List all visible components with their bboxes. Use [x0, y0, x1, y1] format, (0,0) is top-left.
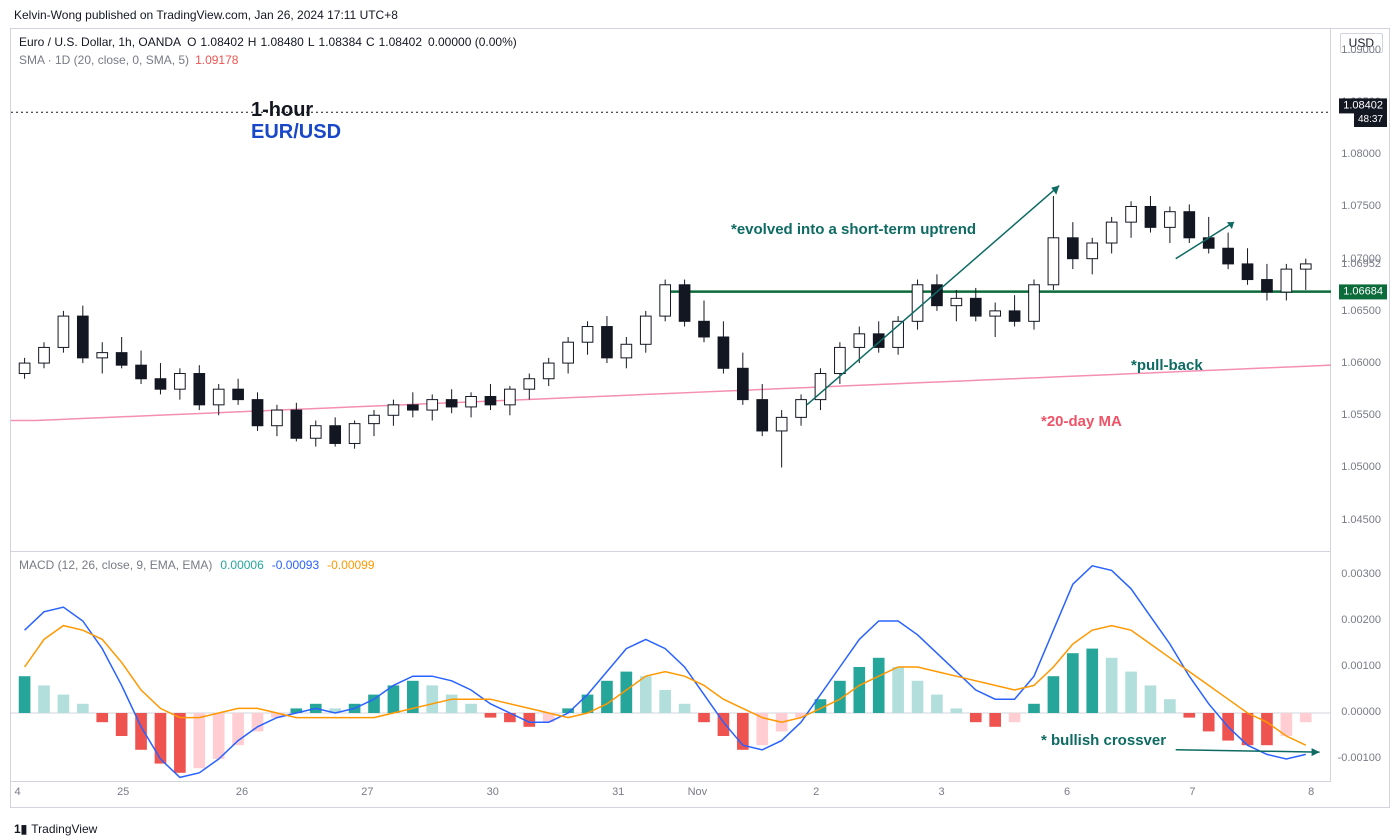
time-axis[interactable]: 4 25 26 27 30 31 Nov 2 3 6 7 8	[11, 781, 1331, 803]
price-ytick: 1.09000	[1341, 44, 1381, 56]
macd-ytick: 0.00000	[1341, 706, 1381, 718]
macd-ytick: -0.00100	[1338, 752, 1381, 764]
price-panel[interactable]: 1-hour EUR/USD *evolved into a short-ter…	[11, 29, 1331, 551]
price-ytick: 1.06500	[1341, 305, 1381, 317]
publisher-line: Kelvin-Wong published on TradingView.com…	[14, 8, 398, 22]
macd-ytick: 0.00200	[1341, 614, 1381, 626]
support-price-tag: 1.06684	[1339, 284, 1387, 299]
price-ytick: 1.04500	[1341, 514, 1381, 526]
annotation-bullish: * bullish crossver	[1041, 732, 1166, 749]
secondary-price-label: 1.06952	[1341, 258, 1381, 270]
xaxis-label: 31	[612, 786, 624, 798]
xaxis-label: Nov	[688, 786, 708, 798]
annotation-ma20: *20-day MA	[1041, 413, 1122, 430]
annotation-timeframe: 1-hour	[251, 99, 313, 122]
price-ytick: 1.08000	[1341, 148, 1381, 160]
price-chart-svg[interactable]	[11, 29, 1331, 551]
xaxis-label: 6	[1064, 786, 1070, 798]
macd-ytick: 0.00300	[1341, 568, 1381, 580]
tv-logo-icon: 1▮	[14, 822, 27, 836]
price-ytick: 1.06000	[1341, 357, 1381, 369]
xaxis-label: 2	[813, 786, 819, 798]
price-ytick: 1.07500	[1341, 200, 1381, 212]
tradingview-logo[interactable]: 1▮ TradingView	[14, 822, 97, 836]
current-price-tag: 1.08402	[1339, 99, 1387, 114]
xaxis-label: 7	[1189, 786, 1195, 798]
countdown-tag: 48:37	[1354, 113, 1387, 127]
xaxis-label: 27	[361, 786, 373, 798]
xaxis-label: 25	[117, 786, 129, 798]
price-ytick: 1.05000	[1341, 461, 1381, 473]
price-yaxis[interactable]: 1.045001.050001.055001.060001.065001.070…	[1331, 29, 1389, 551]
macd-ytick: 0.00100	[1341, 660, 1381, 672]
macd-panel[interactable]: MACD (12, 26, close, 9, EMA, EMA) 0.0000…	[11, 551, 1331, 781]
annotation-pullback: *pull-back	[1131, 357, 1203, 374]
annotation-pair: EUR/USD	[251, 121, 341, 144]
annotation-uptrend: *evolved into a short-term uptrend	[731, 221, 976, 238]
xaxis-label: 26	[236, 786, 248, 798]
xaxis-label: 3	[939, 786, 945, 798]
xaxis-label: 30	[487, 786, 499, 798]
xaxis-label: 8	[1308, 786, 1314, 798]
macd-yaxis[interactable]: -0.00100 0.00000 0.00100 0.00200 0.00300	[1331, 551, 1389, 781]
chart-frame: Euro / U.S. Dollar, 1h, OANDA O1.08402 H…	[10, 28, 1390, 808]
tv-logo-text: TradingView	[31, 822, 97, 836]
price-ytick: 1.05500	[1341, 409, 1381, 421]
xaxis-label: 4	[15, 786, 21, 798]
